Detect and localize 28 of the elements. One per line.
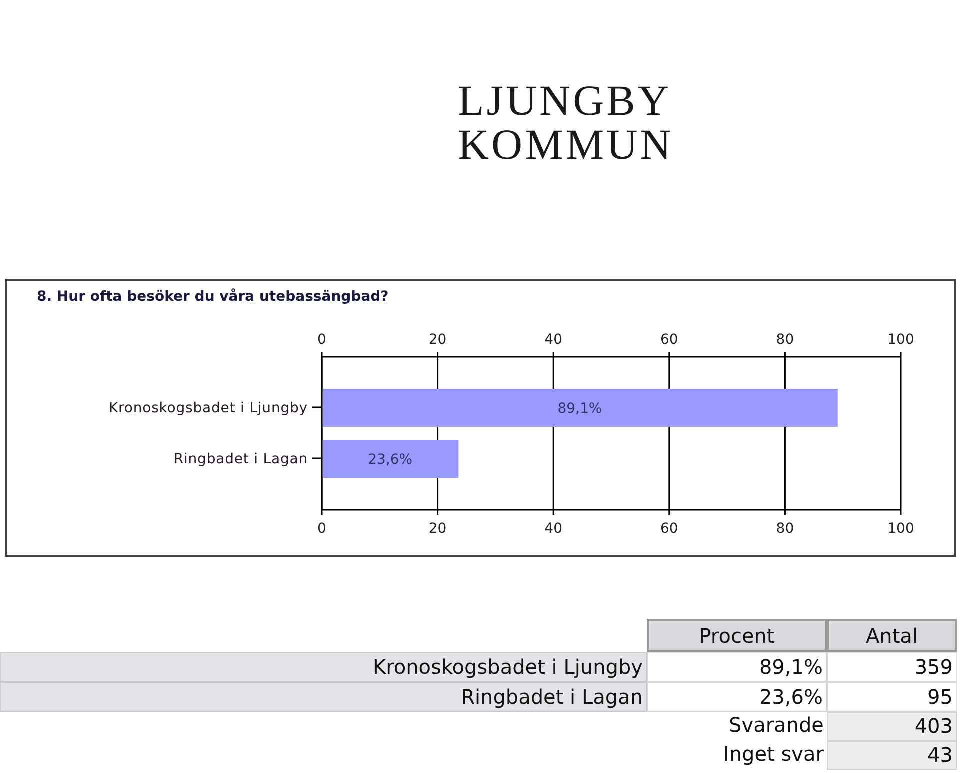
x-tick-label: 20 xyxy=(428,332,447,348)
text: Inget svar xyxy=(723,742,824,766)
text: 89,1% xyxy=(759,655,823,679)
chart-title: 8. Hur ofta besöker du våra utebassängbad? xyxy=(37,288,389,306)
text: Antal xyxy=(866,624,918,648)
x-tick-label: 80 xyxy=(776,332,794,348)
text: LJUNGBY KOMMUN xyxy=(458,78,675,169)
text: 403 xyxy=(914,714,953,738)
x2-tick-label: 60 xyxy=(660,520,678,537)
text: 23,6% xyxy=(759,685,823,709)
x-tick-label: 100 xyxy=(888,332,914,348)
x-tick-label: 0 xyxy=(318,332,326,348)
text: Procent xyxy=(699,624,775,648)
x-tick-label: 60 xyxy=(660,332,678,348)
text: 95 xyxy=(928,685,953,709)
text: 43 xyxy=(928,743,953,767)
x2-tick-label: 20 xyxy=(428,520,447,537)
data-label: 89,1% xyxy=(558,401,602,417)
x2-tick-label: 0 xyxy=(318,520,326,537)
x-tick-label: 40 xyxy=(544,332,563,348)
category-label: Kronoskogsbadet i Ljungby xyxy=(372,655,643,679)
text: 359 xyxy=(914,655,953,679)
text: Svarande xyxy=(729,713,824,737)
x2-tick-label: 40 xyxy=(544,520,563,537)
x2-tick-label: 100 xyxy=(888,520,914,537)
x2-tick-label: 80 xyxy=(776,520,794,537)
category-label: Ringbadet i Lagan xyxy=(461,685,643,709)
data-label: 23,6% xyxy=(368,452,413,468)
